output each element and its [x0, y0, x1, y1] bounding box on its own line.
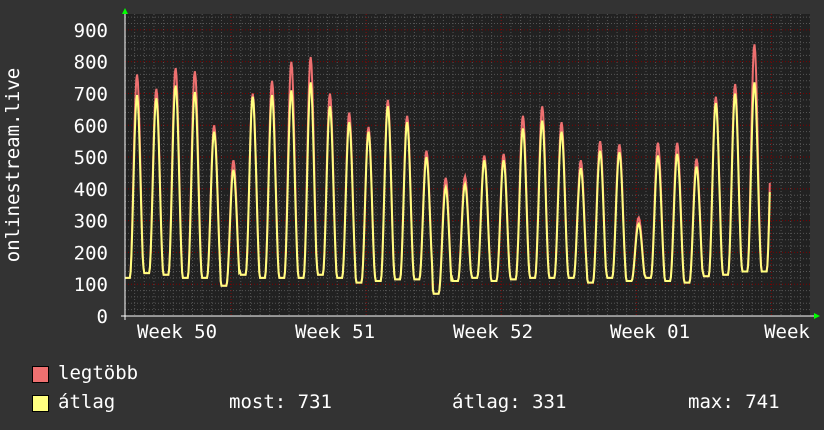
series-line-avg: [125, 82, 771, 295]
y-tick-label: 0: [97, 306, 108, 328]
stat-avg: átlag: 331: [452, 391, 567, 413]
x-tick-label: Week 50: [137, 321, 217, 343]
x-tick-label: Week 52: [453, 321, 533, 343]
legend-label-max: legtöbb: [58, 362, 139, 384]
stat-max: max: 741: [688, 391, 780, 413]
y-tick-label: 500: [74, 147, 108, 169]
y-tick-label: 600: [74, 115, 108, 137]
x-axis-arrow-icon: [814, 313, 820, 319]
y-tick-label: 700: [74, 83, 108, 105]
y-tick-label: 300: [74, 211, 108, 233]
y-tick-label: 100: [74, 274, 108, 296]
y-tick-label: 400: [74, 179, 108, 201]
x-tick-label: Week 51: [295, 321, 375, 343]
y-axis-arrow-icon: [122, 8, 128, 14]
legend-swatch-avg: [32, 395, 49, 412]
stat-now: most: 731: [229, 391, 332, 413]
y-tick-label: 800: [74, 52, 108, 74]
y-tick-label: 900: [74, 20, 108, 42]
legend-swatch-max: [32, 366, 49, 383]
y-tick-label: 200: [74, 242, 108, 264]
y-axis-label: onlinestream.live: [2, 68, 24, 262]
x-tick-label: Week 01: [610, 321, 690, 343]
y-axis-ticks: 0 100 200 300 400 500 600 700 800 900: [74, 20, 108, 328]
x-axis-ticks: Week 50 Week 51 Week 52 Week 01 Week: [137, 321, 810, 343]
legend-label-avg: átlag: [58, 391, 116, 413]
x-tick-label: Week: [764, 321, 810, 343]
